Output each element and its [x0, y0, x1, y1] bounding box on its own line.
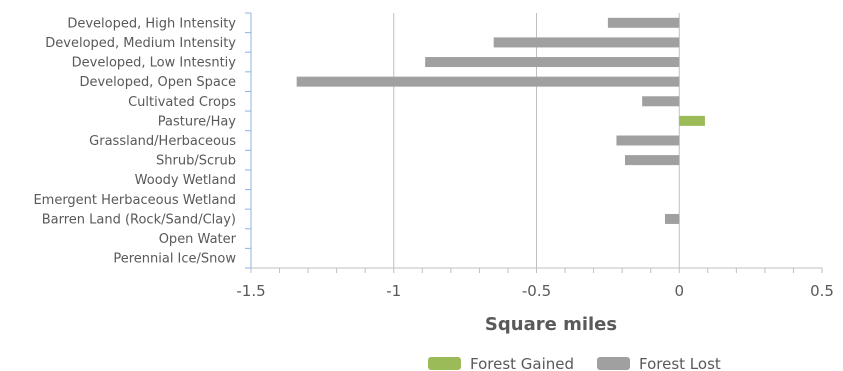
bar-forest-lost — [642, 96, 680, 107]
legend-label: Forest Lost — [639, 355, 721, 371]
bar-forest-lost — [607, 17, 680, 28]
x-tick-label: -1 — [386, 282, 401, 300]
legend-swatch — [597, 357, 630, 370]
legend: Forest Gained Forest Lost — [428, 355, 721, 371]
bar-forest-lost — [616, 135, 680, 146]
bar-forest-lost — [625, 155, 680, 166]
x-tick-label: -0.5 — [522, 282, 551, 300]
bar-forest-gained — [679, 115, 705, 126]
legend-label: Forest Gained — [470, 355, 574, 371]
x-tick-label: 0.5 — [810, 282, 834, 300]
bars — [296, 17, 705, 224]
x-tick-label: -1.5 — [236, 282, 265, 300]
legend-swatch — [428, 357, 461, 370]
category-label: Developed, Medium Intensity — [45, 36, 236, 51]
category-label: Developed, High Intensity — [67, 16, 236, 31]
x-axis: -1.5 -1 -0.5 0 0.5 — [236, 267, 834, 300]
bar-forest-lost — [664, 213, 680, 224]
bar-forest-lost — [425, 57, 680, 68]
category-label: Shrub/Scrub — [156, 154, 236, 169]
bar-forest-lost — [493, 37, 680, 48]
category-label: Cultivated Crops — [128, 95, 236, 110]
category-label: Perennial Ice/Snow — [113, 252, 236, 267]
category-label: Emergent Herbaceous Wetland — [33, 193, 236, 208]
x-axis-title: Square miles — [485, 314, 617, 335]
category-label: Pasture/Hay — [158, 114, 237, 129]
y-axis: Developed, High Intensity Developed, Medi… — [33, 12, 252, 269]
x-tick-label: 0 — [674, 282, 684, 300]
category-label: Barren Land (Rock/Sand/Clay) — [42, 212, 236, 227]
category-label: Grassland/Herbaceous — [89, 134, 236, 149]
category-label: Developed, Low Intesntiy — [72, 56, 237, 71]
category-label: Developed, Open Space — [79, 75, 236, 90]
category-label: Woody Wetland — [135, 173, 236, 188]
bar-forest-lost — [296, 76, 680, 87]
category-label: Open Water — [159, 232, 237, 247]
